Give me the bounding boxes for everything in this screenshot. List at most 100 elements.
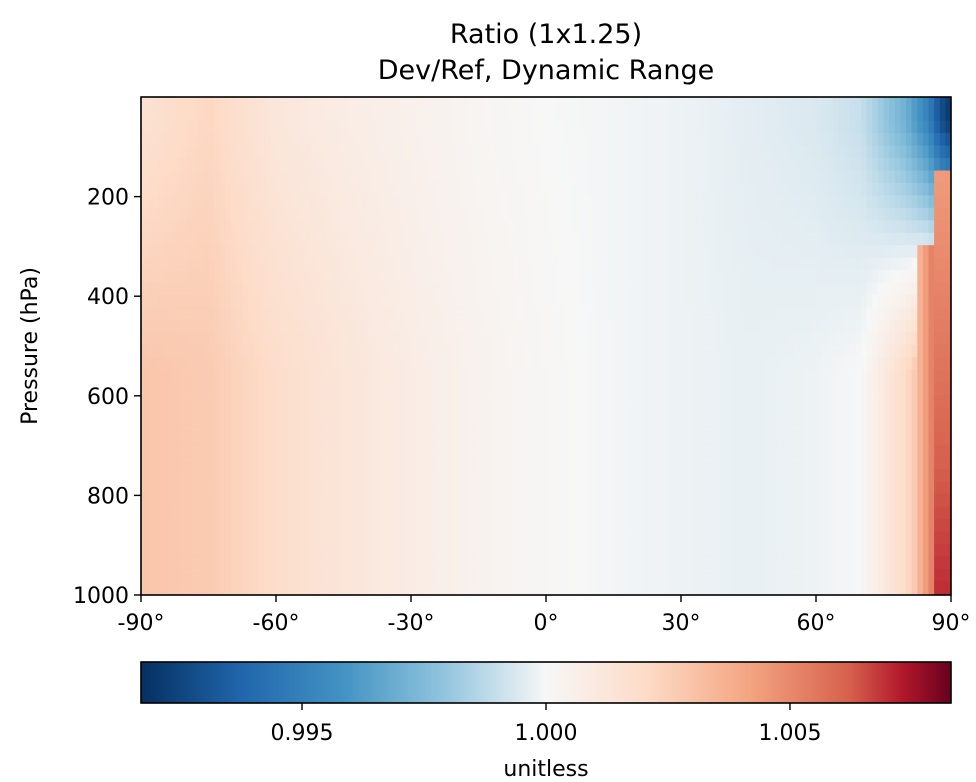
heatmap-cell [141,481,147,495]
heatmap-cell [782,519,789,532]
heatmap-cell [613,394,620,408]
heatmap-cell [337,519,344,532]
heatmap-cell [276,581,282,595]
heatmap-cell [540,481,547,495]
heatmap-cell [371,120,378,134]
heatmap-cell [259,494,266,508]
heatmap-cell [703,581,710,595]
heatmap-cell [478,456,485,470]
heatmap-cell [574,506,581,520]
heatmap-cell [489,170,496,184]
heatmap-cell [759,295,766,308]
heatmap-cell [517,220,524,234]
heatmap-cell [478,494,485,508]
heatmap-cell [821,494,828,508]
heatmap-cell [186,332,192,346]
heatmap-cell [596,556,603,570]
heatmap-cell [512,182,519,196]
heatmap-cell [270,120,277,134]
heatmap-cell [619,456,626,470]
heatmap-cell [304,182,311,196]
heatmap-cell [647,469,654,483]
heatmap-cell [388,108,395,122]
heatmap-cell [630,481,637,495]
heatmap-cell [692,456,699,470]
heatmap-cell [681,97,687,109]
heatmap-cell [214,544,221,557]
heatmap-cell [478,270,485,283]
heatmap-cell [366,245,372,259]
heatmap-cell [163,207,170,221]
heatmap-cell [259,120,266,134]
heatmap-cell [264,469,271,483]
heatmap-cell [253,295,260,308]
heatmap-cell [349,394,356,408]
heatmap-cell [501,444,507,458]
heatmap-cell [366,494,372,508]
heatmap-cell [174,544,181,557]
heatmap-cell [202,195,209,209]
heatmap-cell [579,319,586,333]
heatmap-cell [332,307,339,321]
heatmap-cell [270,307,277,321]
heatmap-cell [714,556,721,570]
heatmap-cell [309,257,316,271]
heatmap-cell [512,556,519,570]
heatmap-cell [686,158,693,171]
heatmap-cell [472,382,479,395]
heatmap-cell [450,344,457,358]
heatmap-cell [152,245,159,259]
heatmap-cell [810,444,817,458]
heatmap-cell [366,369,372,383]
heatmap-cell [141,97,147,109]
heatmap-cell [613,344,620,358]
heatmap-cell [652,120,659,134]
heatmap-cell [399,120,406,134]
heatmap-cell [433,307,440,321]
heatmap-cell [568,419,575,433]
heatmap-cell [658,133,665,146]
heatmap-cell [377,257,384,271]
heatmap-cell [624,519,631,532]
heatmap-cell [264,581,271,595]
heatmap-cell [765,145,772,159]
heatmap-cell [512,469,519,483]
heatmap-cell [816,419,822,433]
heatmap-cell [585,556,592,570]
heatmap-cell [630,158,637,171]
heatmap-cell [624,207,631,221]
heatmap-cell [754,419,761,433]
heatmap-cell [456,444,462,458]
heatmap-cell [399,531,406,545]
heatmap-cell [141,444,147,458]
heatmap-cell [444,519,451,532]
heatmap-cell [456,108,462,122]
heatmap-cell [551,108,558,122]
heatmap-cell [394,220,401,234]
heatmap-cell [793,270,800,283]
heatmap-cell [703,182,710,196]
heatmap-cell [343,158,350,171]
heatmap-cell [281,456,288,470]
heatmap-cell [253,394,260,408]
heatmap-cell [506,120,513,134]
heatmap-cell [478,369,485,383]
heatmap-cell [765,220,772,234]
heatmap-cell [748,531,755,545]
heatmap-cell [506,469,513,483]
heatmap-cell [382,120,389,134]
heatmap-cell [366,394,372,408]
heatmap-cell [624,407,631,420]
heatmap-cell [315,145,322,159]
heatmap-cell [276,270,282,283]
heatmap-cell [146,382,153,395]
heatmap-cell [309,481,316,495]
heatmap-cell [427,220,434,234]
heatmap-cell [759,357,766,370]
heatmap-cell [703,295,710,308]
heatmap-cell [405,257,412,271]
heatmap-cell [439,519,446,532]
heatmap-cell [382,369,389,383]
heatmap-cell [816,494,822,508]
heatmap-cell [686,195,693,209]
